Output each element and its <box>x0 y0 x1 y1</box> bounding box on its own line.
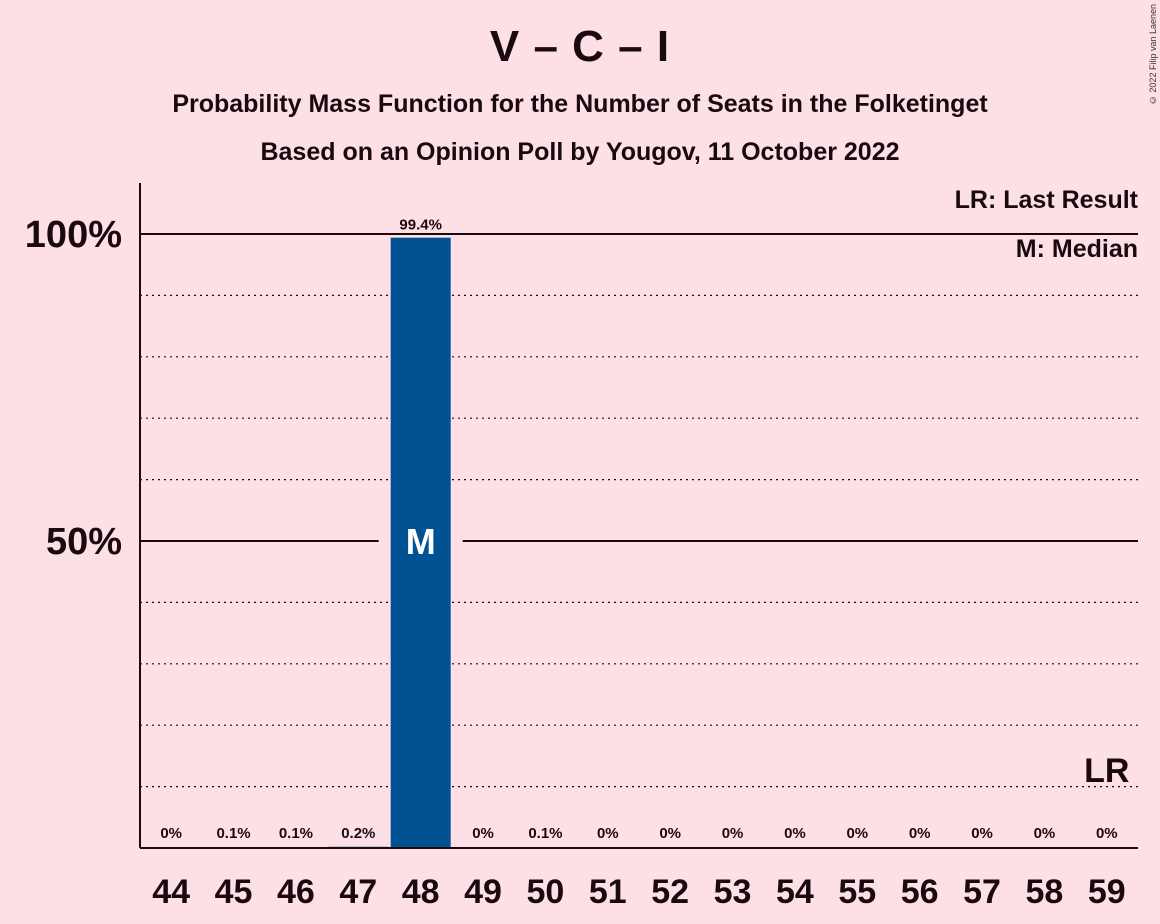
value-labels: 0% 0.1% 0.1% 0.2% 99.4% 0% 0.1% 0% 0% 0% 0% 0% 0% 0% 0… <box>160 217 1129 842</box>
value-label-seats-56: 0% <box>909 825 931 842</box>
x-tick-label: 46 <box>277 873 315 911</box>
x-tick-label: 49 <box>464 873 502 911</box>
x-tick-label: 52 <box>651 873 689 911</box>
y-tick-label: 100% <box>25 214 122 256</box>
axes <box>139 183 1138 849</box>
bar-seats-48 <box>390 237 451 848</box>
bars <box>203 237 576 848</box>
value-label-seats-54: 0% <box>784 825 806 842</box>
legend-last-result: LR: Last Result <box>955 186 1139 214</box>
x-tick-label: 59 <box>1088 873 1126 911</box>
value-label-seats-47: 0.2% <box>341 825 375 842</box>
x-tick-label: 57 <box>963 873 1001 911</box>
legend-median: M: Median <box>1016 235 1138 263</box>
chart-subtitle-source: Based on an Opinion Poll by Yougov, 11 O… <box>260 138 900 166</box>
value-label-seats-44: 0% <box>160 825 182 842</box>
value-label-seats-57: 0% <box>971 825 993 842</box>
value-label-seats-45: 0.1% <box>216 825 250 842</box>
x-tick-label: 45 <box>215 873 253 911</box>
chart-title: V – C – I <box>489 22 671 71</box>
x-tick-label: 56 <box>901 873 939 911</box>
value-label-seats-52: 0% <box>659 825 681 842</box>
last-result-marker: LR <box>1084 752 1129 790</box>
x-tick-labels: 44 45 46 47 48 49 50 51 52 53 54 55 56 57 58 59 <box>152 873 1125 911</box>
value-label-seats-50: 0.1% <box>528 825 562 842</box>
y-tick-labels: 50% 100% <box>25 214 122 563</box>
median-marker: M <box>406 521 436 562</box>
x-tick-label: 54 <box>776 873 814 911</box>
value-label-seats-53: 0% <box>722 825 744 842</box>
value-label-seats-55: 0% <box>846 825 868 842</box>
x-tick-label: 44 <box>152 873 190 911</box>
value-label-seats-48: 99.4% <box>399 217 442 234</box>
value-label-seats-49: 0% <box>472 825 494 842</box>
value-label-seats-46: 0.1% <box>279 825 313 842</box>
chart-subtitle-poll-type: Probability Mass Function for the Number… <box>172 90 988 118</box>
gridlines <box>140 233 1138 788</box>
value-label-seats-59: 0% <box>1096 825 1118 842</box>
x-tick-label: 53 <box>714 873 752 911</box>
x-tick-label: 58 <box>1026 873 1064 911</box>
x-tick-label: 55 <box>838 873 876 911</box>
y-tick-label: 50% <box>46 521 122 563</box>
value-label-seats-58: 0% <box>1034 825 1056 842</box>
x-tick-label: 51 <box>589 873 627 911</box>
x-tick-label: 50 <box>527 873 565 911</box>
x-tick-label: 48 <box>402 873 440 911</box>
x-tick-label: 47 <box>339 873 377 911</box>
value-label-seats-51: 0% <box>597 825 619 842</box>
